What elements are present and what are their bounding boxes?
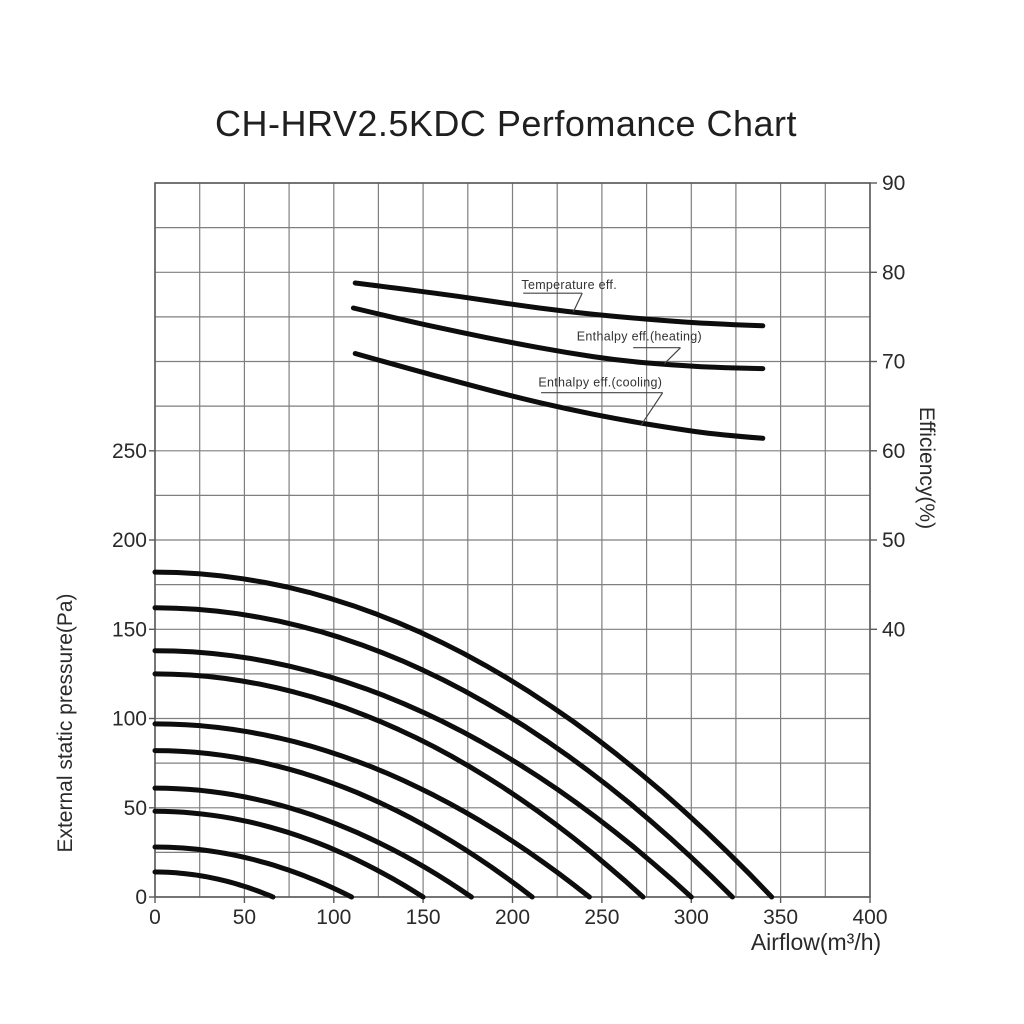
- y-left-tick-label: 200: [112, 529, 147, 552]
- x-tick-label: 200: [495, 906, 530, 929]
- y-right-tick-label: 50: [882, 529, 905, 552]
- y-axis-left-label: External static pressure(Pa): [54, 593, 77, 852]
- y-right-tick-label: 90: [882, 172, 905, 195]
- fan-curve-4: [152, 671, 646, 900]
- x-tick-label: 150: [406, 906, 441, 929]
- label-pointer-line: [572, 292, 583, 313]
- x-tick-label: 100: [316, 906, 351, 929]
- y-right-tick-label: 60: [882, 440, 905, 463]
- label-pointer-line: [640, 392, 664, 426]
- fan-curve-6: [152, 748, 535, 900]
- fan-curve-7: [152, 785, 474, 900]
- y-left-tick-label: 150: [112, 618, 147, 641]
- fan-curve-2: [152, 605, 735, 900]
- fan-curve-8: [152, 808, 426, 900]
- fan-curve-5: [152, 721, 592, 900]
- fan-curve-3: [152, 648, 694, 900]
- efficiency-curve-2: [350, 305, 766, 372]
- y-left-tick-label: 0: [135, 886, 147, 909]
- fan-curve-10: [152, 869, 276, 900]
- y-right-tick-label: 80: [882, 261, 905, 284]
- plot-border: [154, 182, 871, 898]
- x-axis-label: Airflow(m³/h): [751, 929, 881, 955]
- y-right-tick-label: 40: [882, 618, 905, 641]
- label-pointer-line: [663, 347, 681, 365]
- efficiency-curve-label: Temperature eff.: [521, 278, 617, 292]
- y-left-tick-label: 250: [112, 440, 147, 463]
- x-tick-label: 0: [149, 906, 161, 929]
- efficiency-curve-3: [352, 351, 766, 441]
- x-tick-label: 400: [852, 906, 887, 929]
- fan-curve-1: [152, 569, 775, 900]
- y-axis-right-label: Efficiency(%): [915, 407, 938, 529]
- chart-title: CH-HRV2.5KDC Perfomance Chart: [215, 103, 797, 144]
- x-tick-label: 50: [233, 906, 256, 929]
- efficiency-curve-label: Enthalpy eff.(cooling): [538, 376, 662, 390]
- fan-curve-9: [152, 844, 355, 900]
- chart-generated-layer: 0 50 100 150 200 250 300 350 400 0 50 100 150 200 250 4…: [112, 172, 905, 929]
- efficiency-curve-label: Enthalpy eff.(heating): [577, 330, 702, 344]
- y-left-tick-label: 50: [124, 797, 147, 820]
- x-tick-label: 300: [674, 906, 709, 929]
- y-right-tick-label: 70: [882, 351, 905, 374]
- y-left-tick-label: 100: [112, 708, 147, 731]
- x-tick-label: 350: [763, 906, 798, 929]
- x-tick-label: 250: [584, 906, 619, 929]
- efficiency-curve-1: [352, 280, 766, 329]
